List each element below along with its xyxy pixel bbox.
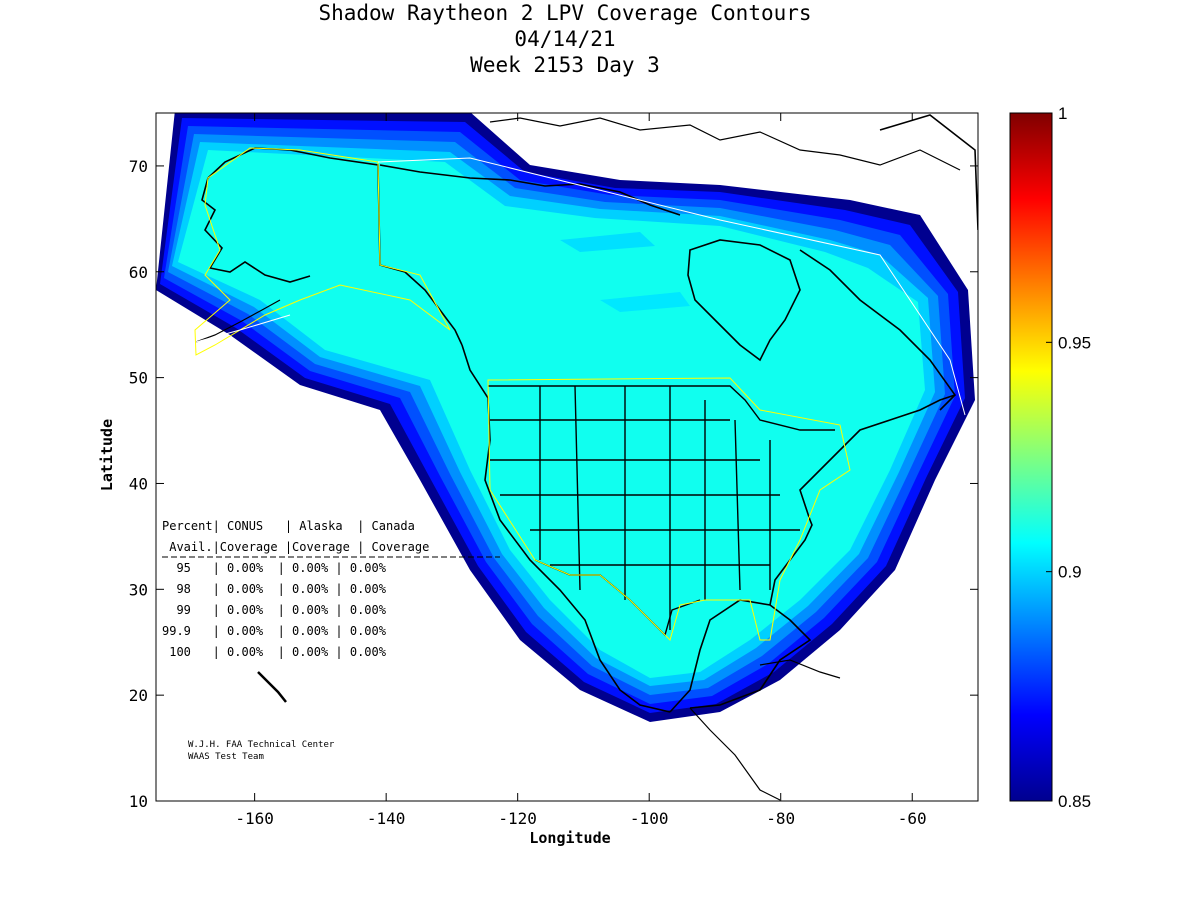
credit-line-1: W.J.H. FAA Technical Center [188,740,335,750]
chart-date: 04/14/21 [514,27,616,51]
y-tick-label: 60 [129,263,148,282]
east-coast [799,394,956,521]
chart-week-day: Week 2153 Day 3 [470,53,660,77]
state-grid-verticals [539,385,771,630]
canada-fir-boundary [377,157,966,416]
coverage-pocket-2 [560,232,655,252]
colorbar: 0.85 0.9 0.95 1 [1009,104,1091,811]
colorbar-tick-label: 0.85 [1058,792,1091,811]
chart-title: Shadow Raytheon 2 LPV Coverage Contours [318,1,812,25]
y-tick-label: 70 [129,157,148,176]
alaska-west-coast [201,177,311,283]
credit-line-2: WAAS Test Team [188,752,264,762]
stats-table-row: 99.9 | 0.00% | 0.00% | 0.00% [162,624,387,638]
x-tick-label: -140 [367,809,406,828]
colorbar-tick-label: 0.9 [1058,563,1082,582]
stats-table-row: 99 | 0.00% | 0.00% | 0.00% [162,603,387,617]
central-america [689,707,781,801]
gulf-coast [669,599,812,713]
stats-table-row: 95 | 0.00% | 0.00% | 0.00% [162,561,387,575]
colorbar-gradient [1009,112,1053,802]
alaska-fir-boundary [195,314,291,343]
colorbar-tick-label: 0.95 [1058,333,1091,352]
x-axis-label: Longitude [529,829,610,847]
coverage-pocket [600,292,690,312]
x-tick-label: -160 [235,809,274,828]
y-tick-label: 50 [129,369,148,388]
y-tick-label: 20 [129,686,148,705]
cuba [759,659,841,679]
arctic-islands [489,117,961,171]
y-tick-label: 40 [129,474,148,493]
hawaii [257,671,287,703]
chart-title-block: Shadow Raytheon 2 LPV Coverage Contours … [0,0,1130,78]
y-tick-label: 30 [129,580,148,599]
x-tick-label: -100 [630,809,669,828]
stats-table: Percent| CONUS | Alaska | Canada Avail.|… [162,519,500,659]
service-boundaries [194,147,966,641]
plot-frame [155,112,979,802]
stats-table-row: 98 | 0.00% | 0.00% | 0.00% [162,582,387,596]
y-axis-label: Latitude [98,419,116,491]
x-axis: -160 -140 -120 -100 -80 -60 [235,113,927,828]
greenland-coast [879,114,978,231]
stats-table-header-2: Avail.|Coverage |Coverage | Coverage [162,540,429,554]
x-tick-label: -60 [898,809,927,828]
y-tick-label: 10 [129,792,148,811]
colorbar-ticks: 0.85 0.9 0.95 1 [1046,104,1091,811]
x-tick-label: -80 [766,809,795,828]
y-axis: 10 20 30 40 50 60 70 [129,157,978,811]
x-tick-label: -120 [498,809,537,828]
hudson-bay [687,239,801,362]
us-canada-border [488,385,835,431]
aleutians [195,299,281,343]
colorbar-tick-label: 1 [1058,104,1067,123]
conus-service-volume [487,377,851,641]
stats-table-row: 100 | 0.00% | 0.00% | 0.00% [162,645,387,659]
stats-table-header-1: Percent| CONUS | Alaska | Canada [162,519,415,533]
florida [769,519,813,606]
